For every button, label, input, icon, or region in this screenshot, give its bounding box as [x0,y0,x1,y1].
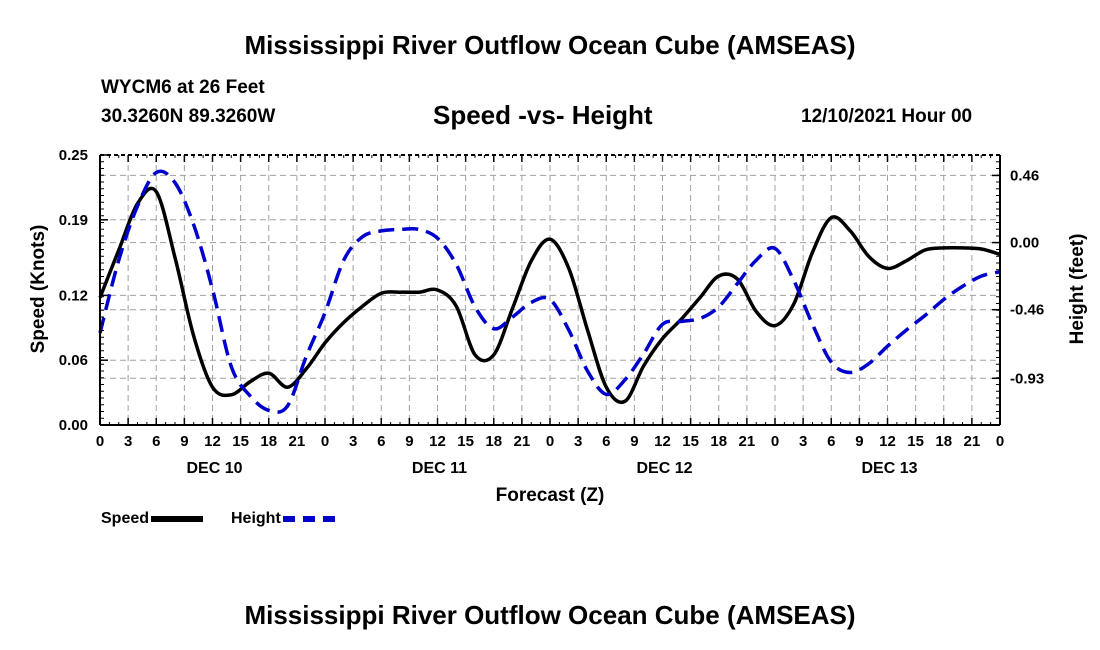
y-tick-label-left: 0.06 [59,352,88,369]
x-tick-label: 12 [429,433,446,450]
x-day-label: DEC 12 [636,460,692,477]
y-tick-label-left: 0.25 [59,147,88,164]
x-tick-label: 9 [180,433,188,450]
x-tick-label: 15 [907,433,924,450]
y-tick-label-right: 0.00 [1010,235,1039,252]
series-layer [98,169,1001,414]
y-axis-label-right: Height (feet) [1067,234,1088,345]
x-tick-label: 15 [682,433,699,450]
legend-speed-label: Speed [101,510,150,527]
x-tick-label: 15 [457,433,474,450]
x-tick-label: 9 [630,433,638,450]
x-day-label: DEC 11 [412,460,467,477]
x-tick-label: 3 [124,433,132,450]
x-tick-label: 6 [152,433,160,450]
x-tick-label: 6 [602,433,610,450]
x-tick-label: 21 [739,433,756,450]
x-tick-label: 18 [935,433,952,450]
height-series-line [98,169,1001,414]
grid [100,155,1000,425]
x-tick-label: 18 [260,433,277,450]
x-tick-label: 12 [654,433,671,450]
axes: 0 3 6 9 12 15 18 21 0 3 6 9 12 15 18 21 0 3 6 9 12 15 18 21 0 3 6 9… [59,147,1044,477]
x-axis-label: Forecast (Z) [496,485,605,506]
x-tick-label: 15 [232,433,249,450]
x-day-label: DEC 10 [186,460,242,477]
y-tick-label-right: -0.46 [1010,302,1044,319]
legend-speed: Speed [101,510,204,528]
y-tick-label-right: -0.93 [1010,370,1044,387]
legend-height-label: Height [231,510,281,527]
coordinates-label: 30.3260N 89.3260W [101,106,276,127]
station-label: WYCM6 at 26 Feet [101,77,265,98]
x-tick-label: 21 [514,433,531,450]
x-tick-label: 9 [855,433,863,450]
y-tick-label-left: 0.19 [59,212,88,229]
x-tick-label: 9 [405,433,413,450]
legend-speed-swatch [151,516,204,522]
legend-height: Height [231,510,335,528]
x-tick-label: 21 [289,433,306,450]
x-tick-label: 12 [204,433,221,450]
y-tick-label-left: 0.00 [59,417,88,434]
speed-series-line [98,186,1001,404]
x-tick-label: 21 [964,433,981,450]
y-tick-label-right: 0.46 [1010,167,1039,184]
x-tick-label: 0 [96,433,104,450]
x-tick-label: 18 [485,433,502,450]
x-tick-label: 3 [799,433,807,450]
x-tick-label: 3 [349,433,357,450]
bottom-title: Mississippi River Outflow Ocean Cube (AM… [244,600,856,630]
x-tick-label: 0 [771,433,779,450]
chart-main-title: Mississippi River Outflow Ocean Cube (AM… [244,30,856,60]
x-tick-label: 18 [710,433,727,450]
x-day-label: DEC 13 [861,460,917,477]
legend-height-swatch [282,516,335,522]
x-tick-label: 6 [377,433,385,450]
chart-subtitle: Speed -vs- Height [433,100,653,130]
x-tick-label: 0 [996,433,1004,450]
x-tick-label: 0 [546,433,554,450]
x-tick-label: 0 [321,433,329,450]
y-tick-label-left: 0.12 [59,287,88,304]
x-tick-label: 3 [574,433,582,450]
forecast-datetime: 12/10/2021 Hour 00 [801,106,973,127]
x-tick-label: 6 [827,433,835,450]
y-axis-label-left: Speed (Knots) [28,225,49,354]
x-tick-label: 12 [879,433,896,450]
